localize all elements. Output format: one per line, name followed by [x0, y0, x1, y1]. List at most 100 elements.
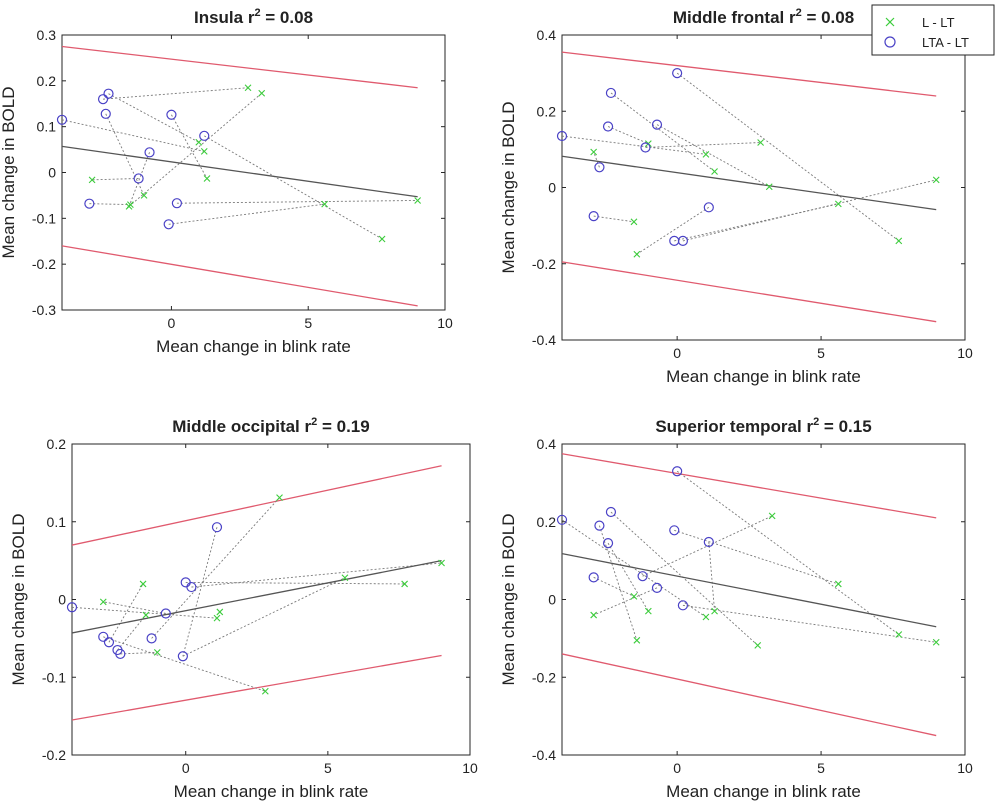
point-lta-lt: [211, 522, 223, 533]
x-tick-label: 5: [817, 760, 825, 776]
chart-title-main: Insula r: [194, 8, 255, 27]
point-l-lt: [633, 250, 641, 258]
point-l-lt: [630, 218, 638, 226]
point-l-lt: [341, 574, 349, 582]
point-lta-lt: [594, 162, 605, 173]
chart-title-main: Superior temporal r: [655, 417, 813, 436]
point-lta-lt: [133, 173, 144, 184]
point-l-lt: [765, 183, 773, 191]
plot-content: [72, 465, 442, 721]
pair-connector: [676, 470, 900, 635]
point-l-lt: [644, 607, 652, 615]
point-lta-lt: [144, 147, 155, 158]
point-lta-lt: [637, 571, 648, 582]
pair-connector: [176, 200, 418, 204]
point-lta-lt: [640, 142, 651, 153]
point-lta-lt: [556, 130, 568, 142]
point-l-lt: [834, 200, 842, 208]
legend-entry-l-lt: L - LT: [885, 15, 955, 30]
y-tick-label: 0.4: [537, 27, 557, 43]
point-l-lt: [88, 176, 96, 184]
point-lta-lt: [677, 600, 689, 611]
y-tick-label: 0.4: [537, 436, 557, 452]
upper-bound-line: [562, 51, 937, 97]
point-lta-lt: [199, 130, 210, 141]
pair-connector: [645, 142, 761, 148]
pair-connector: [171, 114, 208, 179]
pair-connector: [607, 126, 649, 145]
chart-title: Superior temporal r2 = 0.15: [655, 416, 871, 436]
x-axis-label: Mean change in blink rate: [666, 782, 861, 801]
point-lta-lt: [160, 608, 171, 619]
point-lta-lt: [556, 514, 568, 525]
point-lta-lt: [605, 506, 617, 518]
plot-area: [71, 443, 471, 756]
x-axis-label: Mean change in blink rate: [156, 337, 351, 356]
pair-connector: [656, 124, 770, 188]
point-lta-lt: [177, 651, 188, 662]
y-tick-label: 0.1: [37, 119, 57, 135]
subplot-middle-frontal: 0 5 10 -0.4 -0.2 0 0.2 0.4 Middle frontal r2 = 0…: [499, 7, 973, 386]
point-lta-lt: [588, 210, 599, 222]
pair-connector: [674, 203, 839, 242]
x-axis-label: Mean change in blink rate: [174, 782, 369, 801]
y-tick-label: 0.2: [47, 436, 67, 452]
y-tick-label: 0.1: [47, 514, 67, 530]
pair-connector: [62, 119, 205, 152]
point-l-lt: [378, 235, 386, 243]
plot-content: [562, 51, 937, 323]
point-l-lt: [438, 559, 445, 567]
y-tick-label: -0.1: [42, 669, 66, 685]
pair-connector: [105, 113, 145, 196]
y-tick-label: 0: [548, 592, 556, 608]
y-axis-label: Mean change in BOLD: [499, 102, 518, 274]
y-tick-label: 0.2: [37, 73, 57, 89]
y-tick-label: -0.2: [32, 256, 56, 272]
point-lta-lt: [677, 235, 689, 246]
point-lta-lt: [66, 602, 78, 613]
point-l-lt: [321, 200, 329, 208]
pair-connector: [108, 93, 199, 143]
point-l-lt: [932, 176, 940, 184]
legend-entry-lta-lt: LTA - LT: [884, 35, 969, 50]
point-l-lt: [140, 192, 148, 199]
point-l-lt: [768, 512, 776, 520]
x-tick-label: 0: [673, 760, 681, 776]
chart-title-value: = 0.19: [317, 417, 369, 436]
y-tick-label: -0.2: [532, 256, 556, 272]
y-tick-label: 0: [58, 592, 66, 608]
pair-connector: [593, 576, 635, 597]
point-l-lt: [216, 608, 224, 616]
pair-connector: [682, 604, 937, 643]
pair-connector: [598, 525, 638, 641]
legend-label-lta-lt: LTA - LT: [922, 35, 969, 50]
plot-area: [61, 34, 446, 311]
point-lta-lt: [651, 119, 663, 130]
point-l-lt: [261, 687, 269, 695]
lower-bound-line: [72, 654, 442, 721]
pair-connector: [610, 511, 759, 646]
point-lta-lt: [103, 637, 115, 648]
point-l-lt: [258, 89, 266, 97]
y-tick-label: -0.1: [32, 210, 56, 226]
point-lta-lt: [56, 114, 68, 125]
point-lta-lt: [103, 88, 114, 99]
chart-title-value: = 0.08: [802, 8, 854, 27]
x-tick-label: 10: [462, 760, 478, 776]
point-lta-lt: [588, 572, 599, 583]
chart-title-superscript: 2: [254, 7, 260, 19]
chart-title: Insula r2 = 0.08: [194, 7, 313, 27]
lower-bound-line: [562, 653, 937, 737]
point-l-lt: [414, 197, 422, 204]
point-l-lt: [702, 613, 710, 621]
y-tick-label: -0.3: [32, 302, 56, 318]
point-l-lt: [99, 598, 107, 606]
chart-title-superscript: 2: [796, 7, 802, 19]
plot-content: [562, 453, 937, 737]
point-lta-lt: [166, 109, 177, 120]
pair-connector: [128, 152, 150, 207]
point-l-lt: [711, 607, 718, 615]
x-axis-label: Mean change in blink rate: [666, 367, 861, 386]
point-lta-lt: [115, 648, 126, 660]
